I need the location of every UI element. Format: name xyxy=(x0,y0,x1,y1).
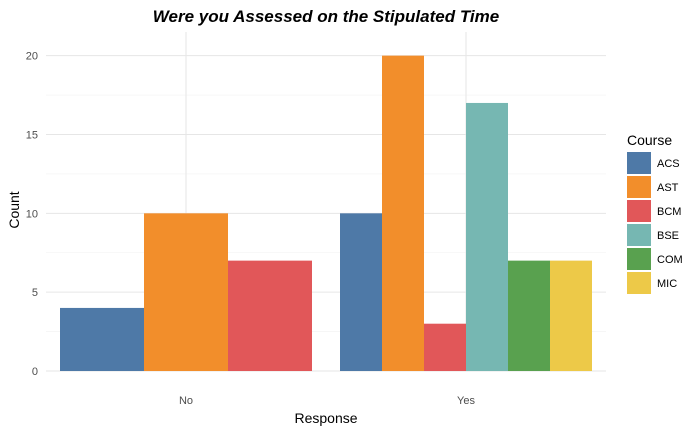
legend-label-acs: ACS xyxy=(657,158,680,170)
bar-no-bcm xyxy=(228,260,312,371)
bar-yes-com xyxy=(508,260,550,371)
legend-label-bcm: BCM xyxy=(657,206,681,218)
legend-title: Course xyxy=(627,132,672,148)
x-tick-label: Yes xyxy=(457,395,475,407)
x-tick-label: No xyxy=(179,395,193,407)
legend-key-bse xyxy=(627,224,651,246)
bar-yes-ast xyxy=(382,55,424,372)
y-tick-label: 15 xyxy=(26,129,38,141)
bar-yes-acs xyxy=(340,213,382,371)
y-tick-labels: 0 5 10 15 20 xyxy=(26,51,38,378)
legend-label-ast: AST xyxy=(657,182,679,194)
legend-key-com xyxy=(627,248,651,270)
bar-no-ast xyxy=(144,213,228,371)
y-axis-title: Count xyxy=(6,191,22,228)
y-tick-label: 5 xyxy=(32,287,38,299)
bars xyxy=(60,55,592,372)
chart-title: Were you Assessed on the Stipulated Time xyxy=(153,7,499,26)
x-tick-labels: No Yes xyxy=(179,395,475,407)
legend-key-bcm xyxy=(627,200,651,222)
legend: Course ACS AST BCM BSE COM MIC xyxy=(627,132,683,294)
bar-yes-bse xyxy=(466,102,508,371)
legend-label-com: COM xyxy=(657,254,683,266)
legend-label-mic: MIC xyxy=(657,278,677,290)
legend-key-ast xyxy=(627,176,651,198)
legend-key-acs xyxy=(627,152,651,174)
y-tick-label: 20 xyxy=(26,51,38,63)
y-tick-label: 10 xyxy=(26,208,38,220)
bar-yes-bcm xyxy=(424,323,466,371)
legend-key-mic xyxy=(627,272,651,294)
bar-no-acs xyxy=(60,307,144,371)
legend-label-bse: BSE xyxy=(657,230,679,242)
x-axis-title: Response xyxy=(294,410,357,426)
y-tick-label: 0 xyxy=(32,366,38,378)
bar-yes-mic xyxy=(550,260,592,371)
